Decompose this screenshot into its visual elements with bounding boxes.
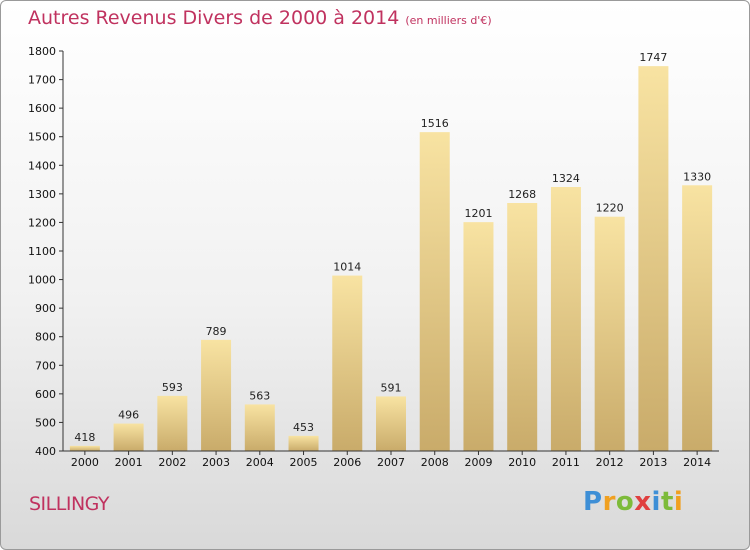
bar-value-label: 1747 <box>639 51 667 64</box>
y-tick-label: 1300 <box>28 188 56 201</box>
bar-value-label: 496 <box>118 409 139 422</box>
bar <box>69 445 100 451</box>
x-tick-label: 2005 <box>290 456 318 469</box>
bar <box>288 435 319 451</box>
y-tick-label: 1000 <box>28 274 56 287</box>
x-tick-label: 2000 <box>71 456 99 469</box>
title-text: Autres Revenus Divers de 2000 à 2014 <box>28 7 400 29</box>
bar <box>507 203 538 451</box>
x-tick-label: 2012 <box>596 456 624 469</box>
x-tick-label: 2011 <box>552 456 580 469</box>
x-tick-label: 2007 <box>377 456 405 469</box>
bar <box>682 185 713 452</box>
bar-value-label: 1330 <box>683 170 711 183</box>
bar-value-label: 591 <box>381 381 402 394</box>
x-tick-label: 2006 <box>333 456 361 469</box>
place-name: SILLINGY <box>29 493 110 515</box>
chart-subtitle: (en milliers d'€) <box>405 14 492 27</box>
proxiti-logo: Proxiti <box>583 487 684 517</box>
x-tick-label: 2009 <box>464 456 492 469</box>
bar <box>244 404 275 451</box>
bar <box>332 275 363 451</box>
bar <box>638 66 669 452</box>
bar-value-label: 1268 <box>508 188 536 201</box>
bar-value-label: 1201 <box>464 207 492 220</box>
y-tick-label: 1800 <box>28 45 56 58</box>
x-axis: 2000 2001 2002 2003 2004 2005 2006 2007 2008 2009… <box>63 450 719 469</box>
y-tick-label: 600 <box>35 388 56 401</box>
y-tick-label: 1500 <box>28 131 56 144</box>
bar-value-label: 563 <box>249 389 270 402</box>
y-tick-label: 400 <box>35 445 56 458</box>
x-tick-label: 2002 <box>158 456 186 469</box>
y-tick-label: 800 <box>35 331 56 344</box>
y-tick-label: 700 <box>35 359 56 372</box>
y-tick-label: 1100 <box>28 245 56 258</box>
x-tick-label: 2008 <box>421 456 449 469</box>
y-tick-label: 1400 <box>28 159 56 172</box>
bar <box>201 339 232 451</box>
chart-title: Autres Revenus Divers de 2000 à 2014 (en … <box>28 7 492 29</box>
bar-value-label: 789 <box>206 325 227 338</box>
bar <box>463 222 494 451</box>
y-tick-label: 1700 <box>28 74 56 87</box>
y-tick-label: 500 <box>35 416 56 429</box>
y-axis: 400 500 600 700 800 900 1000 1100 1200 1300 1400 15… <box>28 45 64 458</box>
bar-value-label: 453 <box>293 421 314 434</box>
bar-value-label: 1516 <box>421 117 449 130</box>
bar <box>550 187 581 451</box>
bar <box>113 423 144 451</box>
bar-value-label: 593 <box>162 381 183 394</box>
x-tick-label: 2003 <box>202 456 230 469</box>
bar <box>594 216 625 451</box>
y-tick-label: 1200 <box>28 216 56 229</box>
y-tick-label: 1600 <box>28 102 56 115</box>
x-tick-label: 2004 <box>246 456 274 469</box>
bar-value-label: 418 <box>74 431 95 444</box>
bar <box>376 396 406 451</box>
y-tick-label: 900 <box>35 302 56 315</box>
bar-value-label: 1220 <box>596 202 624 215</box>
bar-value-label: 1014 <box>333 261 361 274</box>
bar <box>419 132 450 451</box>
bar-value-label: 1324 <box>552 172 580 185</box>
bar <box>157 395 188 451</box>
x-tick-label: 2010 <box>508 456 536 469</box>
x-tick-label: 2014 <box>683 456 711 469</box>
x-tick-label: 2001 <box>115 456 143 469</box>
bars: 418 496 593 789 563 453 1014 591 1516 1201 1268 132… <box>69 51 713 452</box>
x-tick-label: 2013 <box>639 456 667 469</box>
